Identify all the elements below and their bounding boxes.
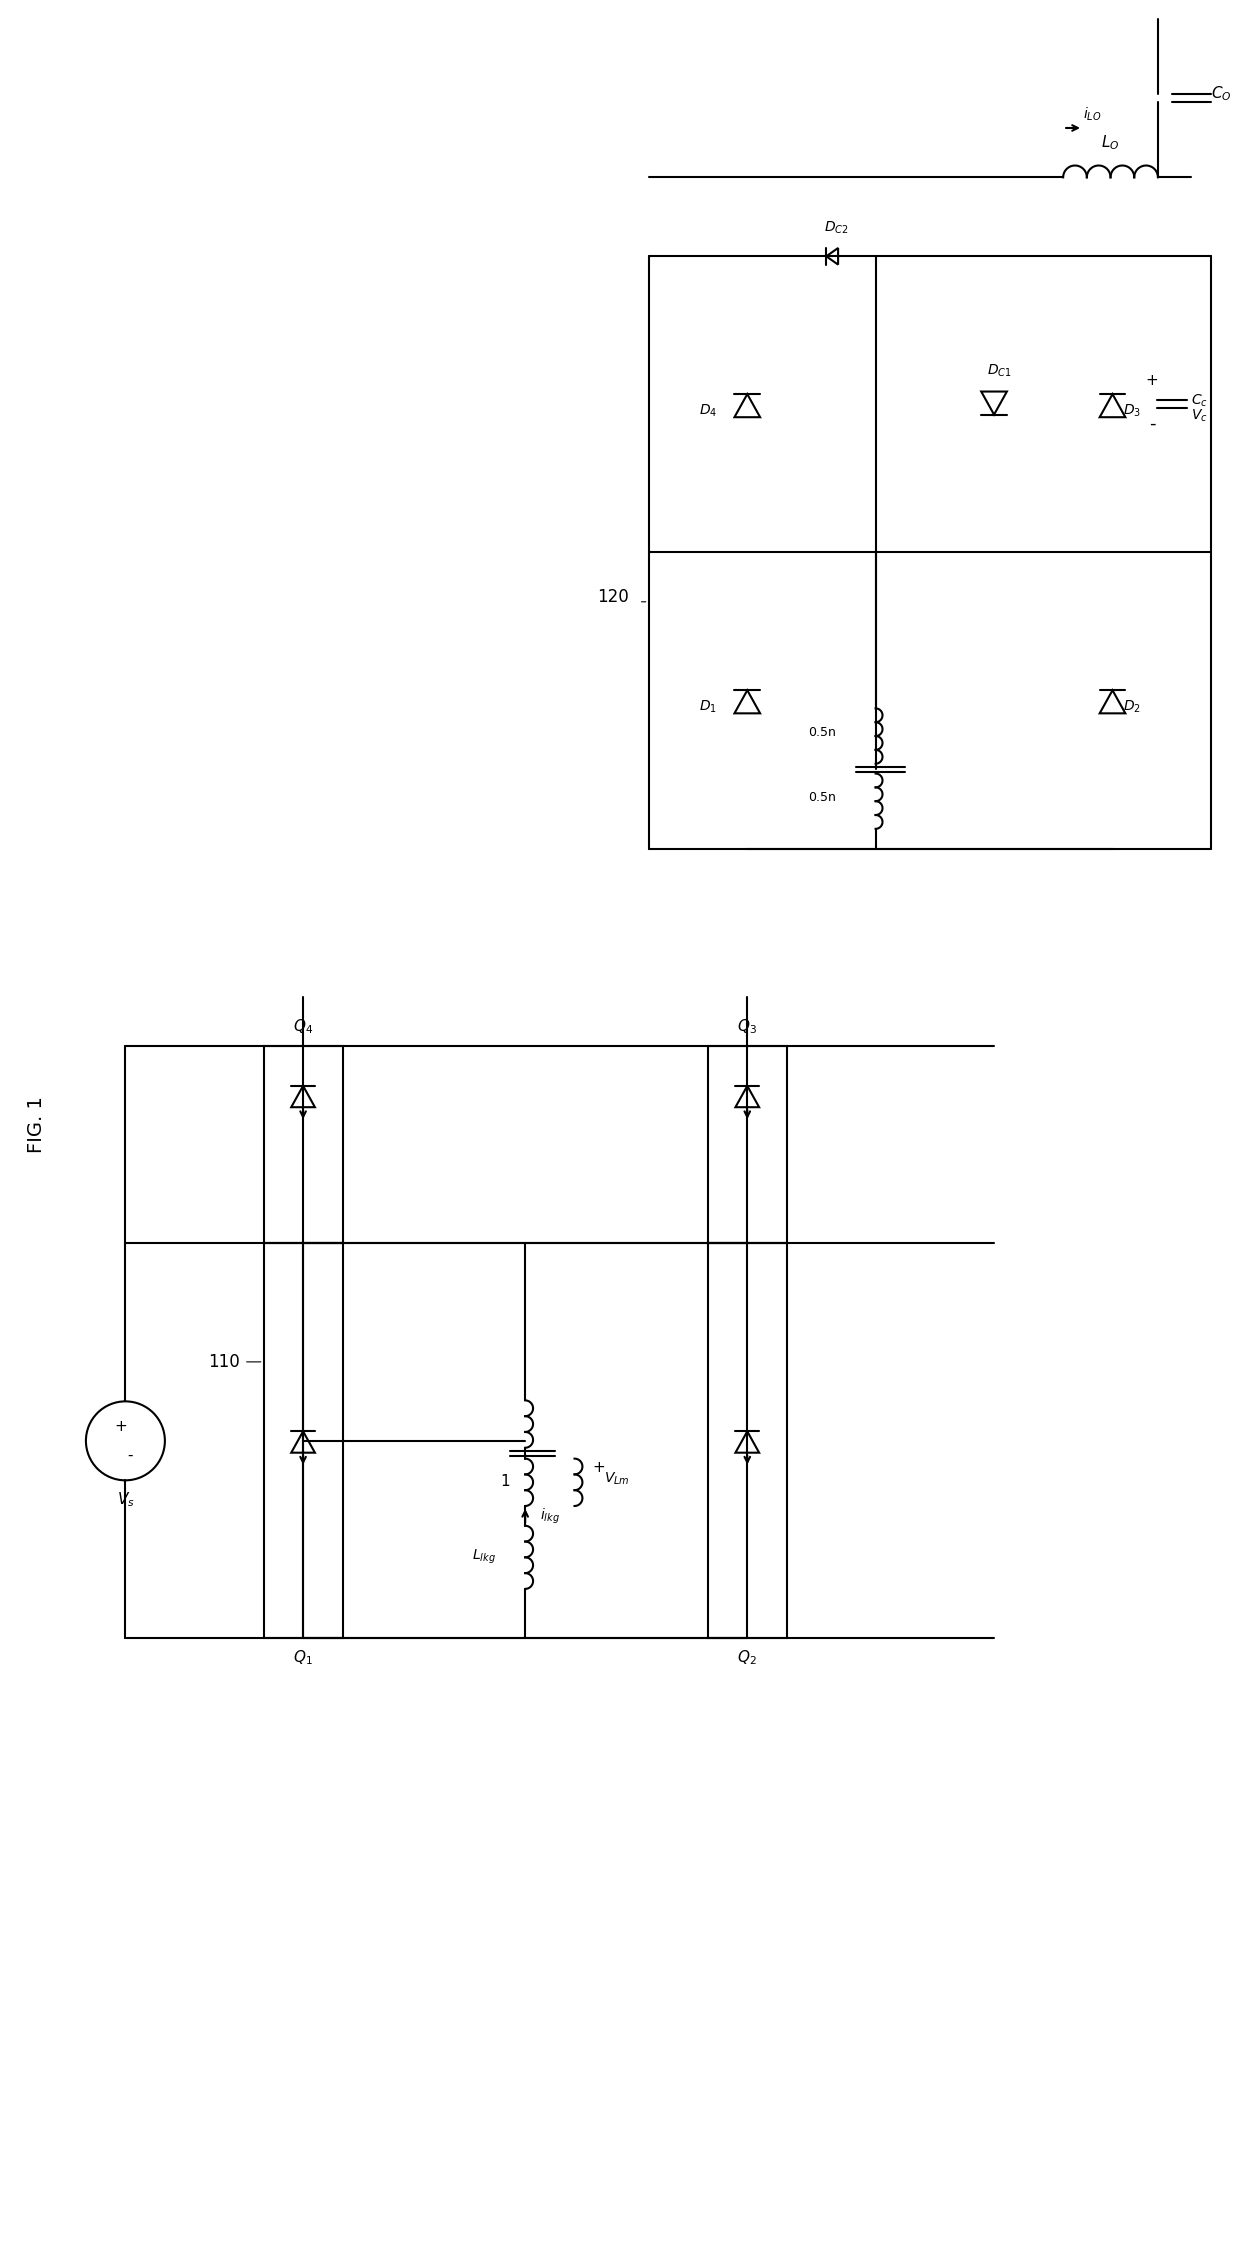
Text: 110: 110 bbox=[208, 1354, 241, 1372]
Text: $L_{lkg}$: $L_{lkg}$ bbox=[471, 1549, 496, 1567]
Bar bbox=[264, 1046, 342, 1244]
Text: $Q_2$: $Q_2$ bbox=[738, 1648, 758, 1668]
Text: $D_3$: $D_3$ bbox=[1123, 402, 1141, 418]
Bar bbox=[264, 1244, 342, 1639]
Text: $i_{LO}$: $i_{LO}$ bbox=[1084, 106, 1102, 123]
Text: $D_4$: $D_4$ bbox=[698, 402, 717, 418]
Text: $Q_3$: $Q_3$ bbox=[738, 1017, 758, 1035]
Text: $C_O$: $C_O$ bbox=[1211, 85, 1231, 103]
Text: $V_s$: $V_s$ bbox=[117, 1491, 134, 1509]
Text: +: + bbox=[1146, 373, 1158, 388]
Text: $D_{C1}$: $D_{C1}$ bbox=[987, 364, 1012, 379]
Text: $V_{Lm}$: $V_{Lm}$ bbox=[604, 1470, 630, 1486]
Text: +: + bbox=[593, 1461, 605, 1475]
Text: $Q_1$: $Q_1$ bbox=[293, 1648, 312, 1668]
Text: $D_2$: $D_2$ bbox=[1123, 698, 1141, 714]
Text: 0.5n: 0.5n bbox=[808, 790, 836, 804]
Text: $Q_4$: $Q_4$ bbox=[293, 1017, 314, 1035]
Text: $D_1$: $D_1$ bbox=[699, 698, 717, 714]
Text: $C_c$: $C_c$ bbox=[1192, 393, 1209, 409]
Text: $V_c$: $V_c$ bbox=[1192, 406, 1208, 424]
Text: 120: 120 bbox=[598, 588, 629, 606]
Text: FIG. 1: FIG. 1 bbox=[27, 1096, 46, 1154]
Text: +: + bbox=[114, 1419, 126, 1435]
Text: $i_{lkg}$: $i_{lkg}$ bbox=[539, 1506, 560, 1527]
Text: $D_{C2}$: $D_{C2}$ bbox=[823, 220, 848, 236]
Bar bbox=[708, 1046, 786, 1244]
Text: -: - bbox=[128, 1448, 133, 1464]
Text: 0.5n: 0.5n bbox=[808, 725, 836, 739]
Bar bbox=[708, 1244, 786, 1639]
Text: -: - bbox=[1148, 415, 1156, 433]
Text: 1: 1 bbox=[501, 1475, 510, 1488]
Text: $L_O$: $L_O$ bbox=[1101, 135, 1120, 153]
